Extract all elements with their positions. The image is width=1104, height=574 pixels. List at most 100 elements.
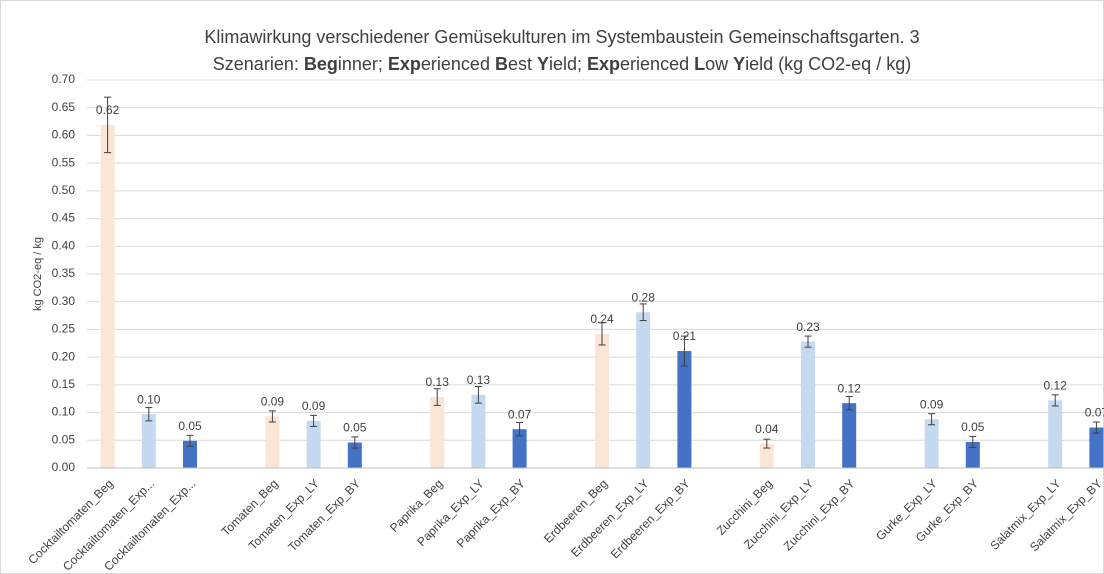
data-label: 0.13 [426,375,450,389]
bar [430,397,445,468]
title-segment: erienced [620,54,694,74]
data-label: 0.28 [632,290,656,304]
chart-title: Klimawirkung verschiedener Gemüsekulture… [204,27,919,47]
bar [141,414,156,468]
bar [347,442,362,468]
title-segment: inner; [338,54,388,74]
title-segment: Exp [388,54,421,74]
error-bar [186,434,194,447]
title-segment: ield; [549,54,587,74]
y-tick-label: 0.10 [52,405,76,419]
error-bar [969,435,977,448]
data-label: 0.05 [343,421,367,435]
error-bar [1051,394,1059,407]
bar [842,403,857,468]
x-tick-label: Erdbeeren_Exp_LY [568,476,651,559]
error-bar [639,303,647,322]
x-tick-label: Salatmix_Exp_LY [987,476,1063,552]
title-segment: ow [705,54,733,74]
bar [965,441,980,468]
data-label: 0.21 [673,329,697,343]
error-bar [845,395,853,411]
data-label: 0.04 [755,422,779,436]
bar [183,440,197,468]
chart-title: Szenarien: Beginner; Experienced Best Yi… [213,54,911,74]
error-bar [516,422,524,437]
error-bar [145,407,153,422]
error-bar [680,335,688,367]
y-tick-label: 0.30 [52,294,76,308]
bar [265,416,280,468]
data-label: 0.13 [467,373,491,387]
bar [1089,427,1104,468]
error-bar [433,388,441,406]
y-tick-label: 0.35 [52,266,76,280]
bar [801,341,815,468]
bar [471,394,486,468]
data-label: 0.62 [96,103,120,117]
y-tick-label: 0.25 [52,322,76,336]
error-bar [804,335,812,348]
bar [512,429,527,468]
data-label: 0.05 [178,419,202,433]
error-bar [104,96,112,154]
y-tick-label: 0.50 [52,183,76,197]
bar [924,419,939,468]
bar [306,420,321,468]
data-label: 0.12 [1044,379,1068,393]
y-tick-label: 0.40 [52,238,76,252]
title-segment: Beg [304,54,338,74]
y-tick-label: 0.60 [52,128,76,142]
title-segment: Y [537,54,549,74]
error-bar [351,436,359,449]
data-label: 0.12 [838,381,862,395]
title-segment: L [694,54,705,74]
error-bar [268,410,276,423]
x-tick-label: Salatmix_Exp_BY [1027,476,1104,554]
data-label: 0.09 [920,397,944,411]
error-bar [598,322,606,346]
x-tick-label: Zucchini_Exp_BY [781,476,858,553]
x-tick-label: Tomaten_Exp_LY [246,476,322,552]
data-label: 0.09 [261,395,285,409]
x-tick-label: Erdbeeren_Exp_BY [608,476,693,561]
error-bar [928,413,936,426]
x-tick-label: Zucchini_Exp_LY [741,476,816,551]
title-segment: erienced [421,54,495,74]
data-label: 0.09 [302,399,326,413]
x-tick-label: Tomaten_Exp_BY [285,476,363,554]
bar [595,333,609,468]
data-label: 0.24 [590,312,614,326]
data-label: 0.10 [137,392,161,406]
y-tick-label: 0.15 [52,377,76,391]
title-segment: B [495,54,508,74]
y-tick-label: 0.20 [52,349,76,363]
bar [1048,400,1063,468]
error-bar [474,386,482,404]
data-label: 0.07 [508,407,532,421]
data-label: 0.07 [1085,406,1104,420]
y-tick-label: 0.70 [52,72,76,86]
y-tick-label: 0.55 [52,155,76,169]
title-segment: Exp [587,54,620,74]
bar [759,443,774,468]
y-tick-label: 0.45 [52,211,76,225]
data-label: 0.23 [796,320,820,334]
error-bar [1092,421,1100,434]
title-segment: Klimawirkung verschiedener Gemüsekulture… [204,27,919,47]
bar [100,124,115,468]
bar [636,312,651,468]
title-segment: est [508,54,537,74]
data-label: 0.05 [961,420,985,434]
y-axis-label: kg CO2-eq / kg [32,237,44,311]
error-bar [310,414,318,427]
y-tick-label: 0.65 [52,100,76,114]
y-tick-label: 0.05 [52,432,76,446]
title-segment: Y [733,54,745,74]
y-tick-label: 0.00 [52,460,76,474]
error-bar [763,438,771,449]
title-segment: Szenarien: [213,54,304,74]
bar [677,351,692,468]
title-segment: ield (kg CO2-eq / kg) [745,54,911,74]
